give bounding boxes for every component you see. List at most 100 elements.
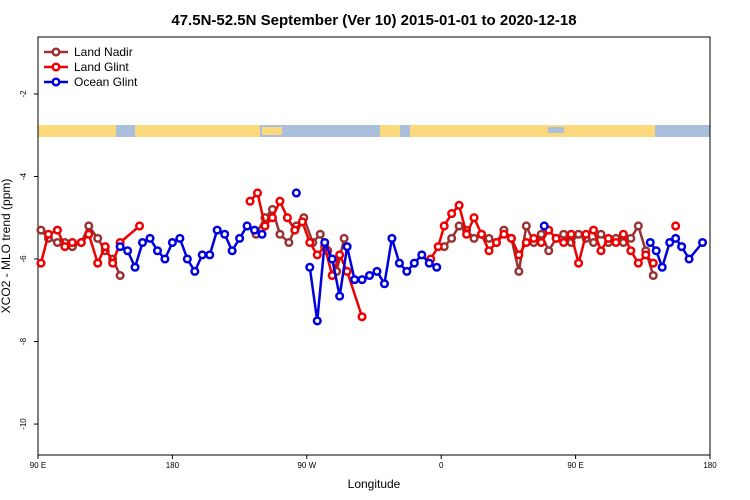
y-tick-label: -6 — [19, 255, 28, 263]
x-tick-label: 180 — [166, 461, 180, 470]
series — [115, 188, 708, 326]
data-point — [651, 246, 661, 256]
data-point — [559, 237, 569, 248]
data-point — [357, 312, 367, 322]
data-point — [282, 213, 292, 223]
data-point — [588, 237, 599, 248]
data-point — [275, 196, 285, 206]
chart-title: 47.5N-52.5N September (Ver 10) 2015-01-0… — [171, 12, 576, 29]
data-point — [205, 250, 215, 260]
data-point — [539, 221, 549, 231]
data-point — [137, 237, 148, 248]
data-point — [379, 279, 390, 289]
data-point — [641, 250, 651, 260]
data-point — [182, 254, 192, 264]
data-point — [588, 225, 599, 235]
data-point — [596, 246, 606, 256]
data-point — [626, 246, 636, 256]
data-point — [93, 233, 103, 243]
data-point — [305, 237, 315, 248]
data-point — [454, 200, 464, 210]
data-point — [657, 262, 667, 272]
data-point — [84, 221, 94, 231]
data-point — [335, 291, 345, 301]
x-tick-label: 90 E — [30, 461, 46, 470]
data-point — [387, 233, 397, 243]
data-point — [190, 266, 200, 276]
data-point — [394, 258, 404, 268]
data-point — [626, 233, 636, 243]
land-strip — [262, 127, 282, 135]
y-tick-label: -2 — [19, 90, 28, 98]
data-point — [249, 225, 260, 235]
map-strip — [38, 125, 710, 137]
data-point — [364, 270, 375, 281]
data-point — [611, 237, 621, 248]
data-point — [684, 254, 694, 264]
data-point — [506, 233, 516, 243]
ocean-strip — [548, 127, 564, 133]
data-point — [424, 258, 434, 268]
data-point — [297, 217, 307, 227]
data-point — [499, 229, 509, 239]
data-point — [633, 221, 643, 231]
land-strip — [38, 125, 116, 137]
data-point — [197, 250, 207, 260]
data-point — [350, 275, 360, 285]
data-point — [260, 221, 270, 231]
data-point — [320, 237, 330, 248]
data-point — [409, 258, 419, 268]
data-point — [245, 196, 255, 206]
data-point — [115, 270, 125, 281]
data-point — [476, 229, 487, 239]
data-point — [67, 237, 77, 248]
land-strip — [380, 125, 400, 137]
x-tick-label: 90 E — [567, 461, 583, 470]
data-point — [312, 316, 322, 326]
data-point — [574, 258, 584, 268]
data-point — [335, 250, 345, 260]
data-point — [439, 221, 449, 231]
legend-marker — [51, 47, 61, 57]
data-point — [544, 246, 554, 256]
data-point — [257, 229, 267, 239]
data-point — [291, 188, 301, 198]
data-point — [603, 233, 614, 243]
data-point — [357, 275, 367, 285]
y-tick-label: -10 — [19, 418, 28, 430]
data-point — [123, 246, 133, 256]
data-point — [521, 221, 531, 231]
data-point — [145, 233, 155, 243]
data-point — [574, 229, 584, 239]
data-point — [469, 213, 479, 223]
data-point — [491, 237, 502, 248]
data-point — [252, 188, 263, 198]
data-point — [645, 237, 655, 248]
x-axis-label: Longitude — [348, 477, 401, 491]
data-point — [618, 229, 628, 239]
data-point — [290, 225, 300, 235]
data-point — [152, 246, 163, 256]
data-point — [551, 233, 561, 243]
data-point — [327, 254, 337, 264]
legend-marker — [51, 62, 61, 72]
data-point — [566, 229, 576, 239]
data-point — [175, 233, 185, 243]
data-point — [484, 233, 494, 243]
land-strip — [135, 125, 260, 137]
data-point — [536, 229, 546, 239]
legend-label: Ocean Glint — [74, 75, 138, 89]
y-axis-label: XCO2 - MLO trend (ppm) — [0, 179, 13, 314]
data-point — [108, 258, 118, 268]
data-point — [469, 233, 479, 243]
data-point — [76, 237, 86, 248]
legend-label: Land Nadir — [74, 45, 133, 59]
data-point — [220, 229, 230, 239]
plot-frame — [37, 36, 711, 456]
data-point — [514, 250, 524, 260]
data-point — [60, 242, 70, 252]
legend-label: Land Glint — [74, 60, 129, 74]
data-point — [43, 229, 54, 239]
data-point — [339, 233, 349, 243]
